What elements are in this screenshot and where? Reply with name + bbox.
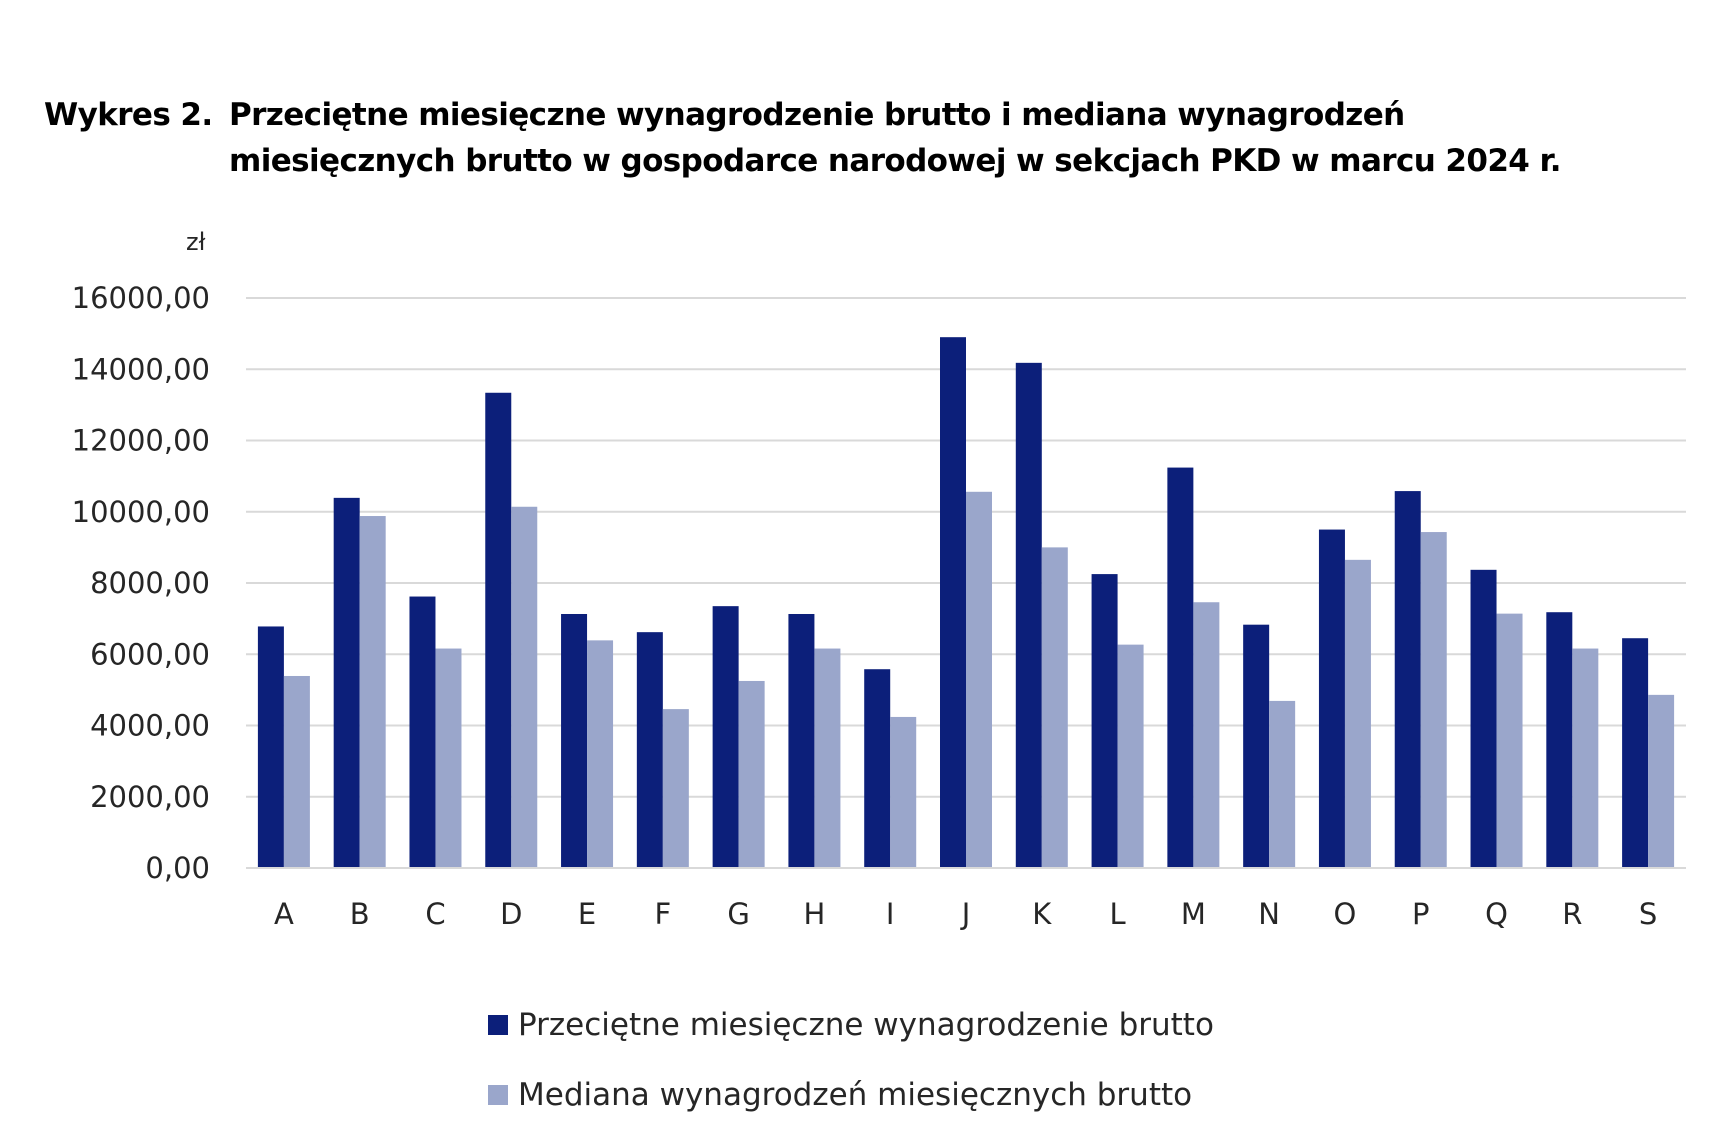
bars	[257, 337, 1675, 868]
y-tick-label: 14000,00	[72, 352, 210, 386]
x-tick-label: Q	[1485, 897, 1508, 931]
bar-mean-R	[1546, 612, 1573, 868]
bar-mean-S	[1622, 638, 1649, 868]
bar-mean-H	[788, 613, 815, 868]
bar-median-I	[890, 716, 917, 868]
x-tick-label: A	[274, 897, 294, 931]
x-tick-label: N	[1258, 897, 1280, 931]
legend-swatch-median	[488, 1085, 508, 1105]
x-tick-label: J	[960, 897, 971, 931]
x-tick-label: C	[425, 897, 445, 931]
bar-mean-M	[1167, 467, 1194, 868]
bar-median-J	[966, 491, 992, 868]
bar-median-C	[435, 648, 462, 868]
x-tick-label: B	[350, 897, 370, 931]
bar-median-Q	[1496, 613, 1523, 868]
y-axis-unit-label: zł	[186, 228, 206, 256]
bar-mean-E	[561, 613, 588, 868]
bar-median-B	[359, 516, 386, 868]
x-tick-label: L	[1109, 897, 1125, 931]
bar-mean-C	[409, 596, 436, 868]
bar-median-M	[1193, 602, 1220, 868]
axes: 0,00 2000,00 4000,00 6000,00 8000,00 10000,00…	[72, 281, 1686, 931]
bar-median-F	[662, 709, 689, 868]
bar-median-O	[1344, 559, 1371, 868]
x-tick-label: I	[886, 897, 895, 931]
chart-title-prefix: Wykres 2.	[44, 97, 213, 133]
y-tick-label: 8000,00	[90, 566, 210, 600]
x-tick-label: K	[1032, 897, 1052, 931]
bar-mean-L	[1091, 574, 1118, 868]
bar-median-N	[1269, 700, 1296, 868]
x-tick-label: F	[654, 897, 671, 931]
bar-median-E	[587, 640, 614, 868]
bar-mean-A	[257, 626, 284, 868]
bar-median-D	[511, 506, 538, 868]
legend-item-median: Mediana wynagrodzeń miesięcznych brutto	[488, 1060, 1214, 1130]
chart-title: Wykres 2. Przeciętne miesięczne wynagrodz…	[44, 92, 1684, 184]
legend: Przeciętne miesięczne wynagrodzenie brut…	[488, 990, 1214, 1130]
x-tick-label: R	[1562, 897, 1582, 931]
bar-median-H	[814, 648, 841, 868]
legend-label-median: Mediana wynagrodzeń miesięcznych brutto	[518, 1077, 1193, 1113]
bar-mean-J	[940, 337, 966, 868]
bar-mean-K	[1015, 362, 1042, 868]
legend-swatch-mean	[488, 1015, 508, 1035]
bar-median-K	[1041, 547, 1068, 868]
x-tick-label: O	[1334, 897, 1357, 931]
bar-mean-D	[485, 392, 512, 868]
x-tick-label: P	[1412, 897, 1430, 931]
bar-median-R	[1572, 648, 1599, 868]
chart-title-line-2: miesięcznych brutto w gospodarce narodow…	[229, 143, 1562, 179]
x-tick-label: S	[1639, 897, 1657, 931]
legend-item-mean: Przeciętne miesięczne wynagrodzenie brut…	[488, 990, 1214, 1060]
x-tick-label: D	[500, 897, 522, 931]
bar-mean-I	[864, 669, 891, 868]
x-tick-label: G	[727, 897, 749, 931]
bar-mean-G	[712, 606, 739, 868]
bar-median-G	[738, 680, 765, 868]
x-tick-label: E	[578, 897, 596, 931]
y-tick-label: 6000,00	[90, 637, 210, 671]
y-tick-label: 12000,00	[72, 424, 210, 458]
bar-mean-N	[1243, 624, 1270, 868]
bar-mean-O	[1318, 529, 1345, 868]
bar-median-P	[1420, 532, 1447, 868]
y-tick-label: 10000,00	[72, 495, 210, 529]
bar-median-L	[1117, 644, 1144, 868]
y-tick-label: 2000,00	[90, 780, 210, 814]
bar-median-S	[1648, 694, 1675, 868]
y-tick-label: 0,00	[145, 851, 210, 885]
y-tick-label: 4000,00	[90, 709, 210, 743]
y-tick-label: 16000,00	[72, 281, 210, 315]
x-tick-label: M	[1181, 897, 1206, 931]
bar-mean-B	[333, 497, 360, 868]
bar-mean-F	[636, 632, 663, 868]
legend-label-mean: Przeciętne miesięczne wynagrodzenie brut…	[518, 1007, 1214, 1043]
bar-median-A	[283, 675, 310, 868]
x-tick-label: H	[804, 897, 826, 931]
bar-mean-P	[1394, 491, 1421, 868]
bar-mean-Q	[1470, 569, 1497, 868]
chart-title-line-1: Przeciętne miesięczne wynagrodzenie brut…	[229, 97, 1405, 133]
